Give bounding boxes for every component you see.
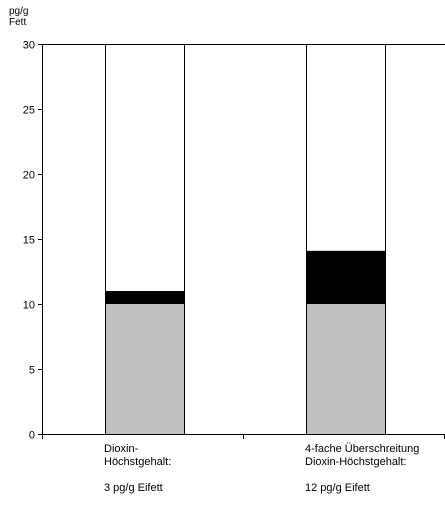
y-tick-label-15: 15 bbox=[23, 235, 35, 247]
bar-1-segment-3 bbox=[105, 44, 185, 291]
bar-2-segment-3 bbox=[306, 44, 386, 251]
category-2-line-2: Dioxin-Höchstgehalt: bbox=[305, 456, 407, 468]
y-tick-label-30: 30 bbox=[23, 40, 35, 52]
bar-1-segment-1 bbox=[105, 304, 185, 434]
category-label-2: 4-fache Überschreitung Dioxin-Höchstgeha… bbox=[305, 443, 419, 495]
y-tick-label-5: 5 bbox=[29, 365, 35, 377]
bar-2-segment-2 bbox=[306, 250, 386, 304]
bar-2-segment-1 bbox=[306, 304, 386, 434]
category-label-1: Dioxin- Höchstgehalt: 3 pg/g Eifett bbox=[104, 443, 171, 495]
bar-1-segment-2 bbox=[105, 291, 185, 304]
y-unit-line-2: Fett bbox=[9, 17, 27, 28]
category-1-note: 3 pg/g Eifett bbox=[104, 482, 163, 494]
y-tick-label-25: 25 bbox=[23, 105, 35, 117]
category-1-line-1: Dioxin- bbox=[104, 443, 139, 455]
category-2-note: 12 pg/g Eifett bbox=[305, 482, 370, 494]
y-tick-label-0: 0 bbox=[29, 430, 35, 442]
y-unit-line-1: pg/g bbox=[9, 6, 29, 17]
y-axis-unit-label: pg/g Fett bbox=[9, 6, 28, 28]
category-1-line-2: Höchstgehalt: bbox=[104, 456, 172, 468]
y-tick-label-10: 10 bbox=[23, 300, 35, 312]
category-2-line-1: 4-fache Überschreitung bbox=[305, 443, 420, 455]
y-tick-label-20: 20 bbox=[23, 170, 35, 182]
